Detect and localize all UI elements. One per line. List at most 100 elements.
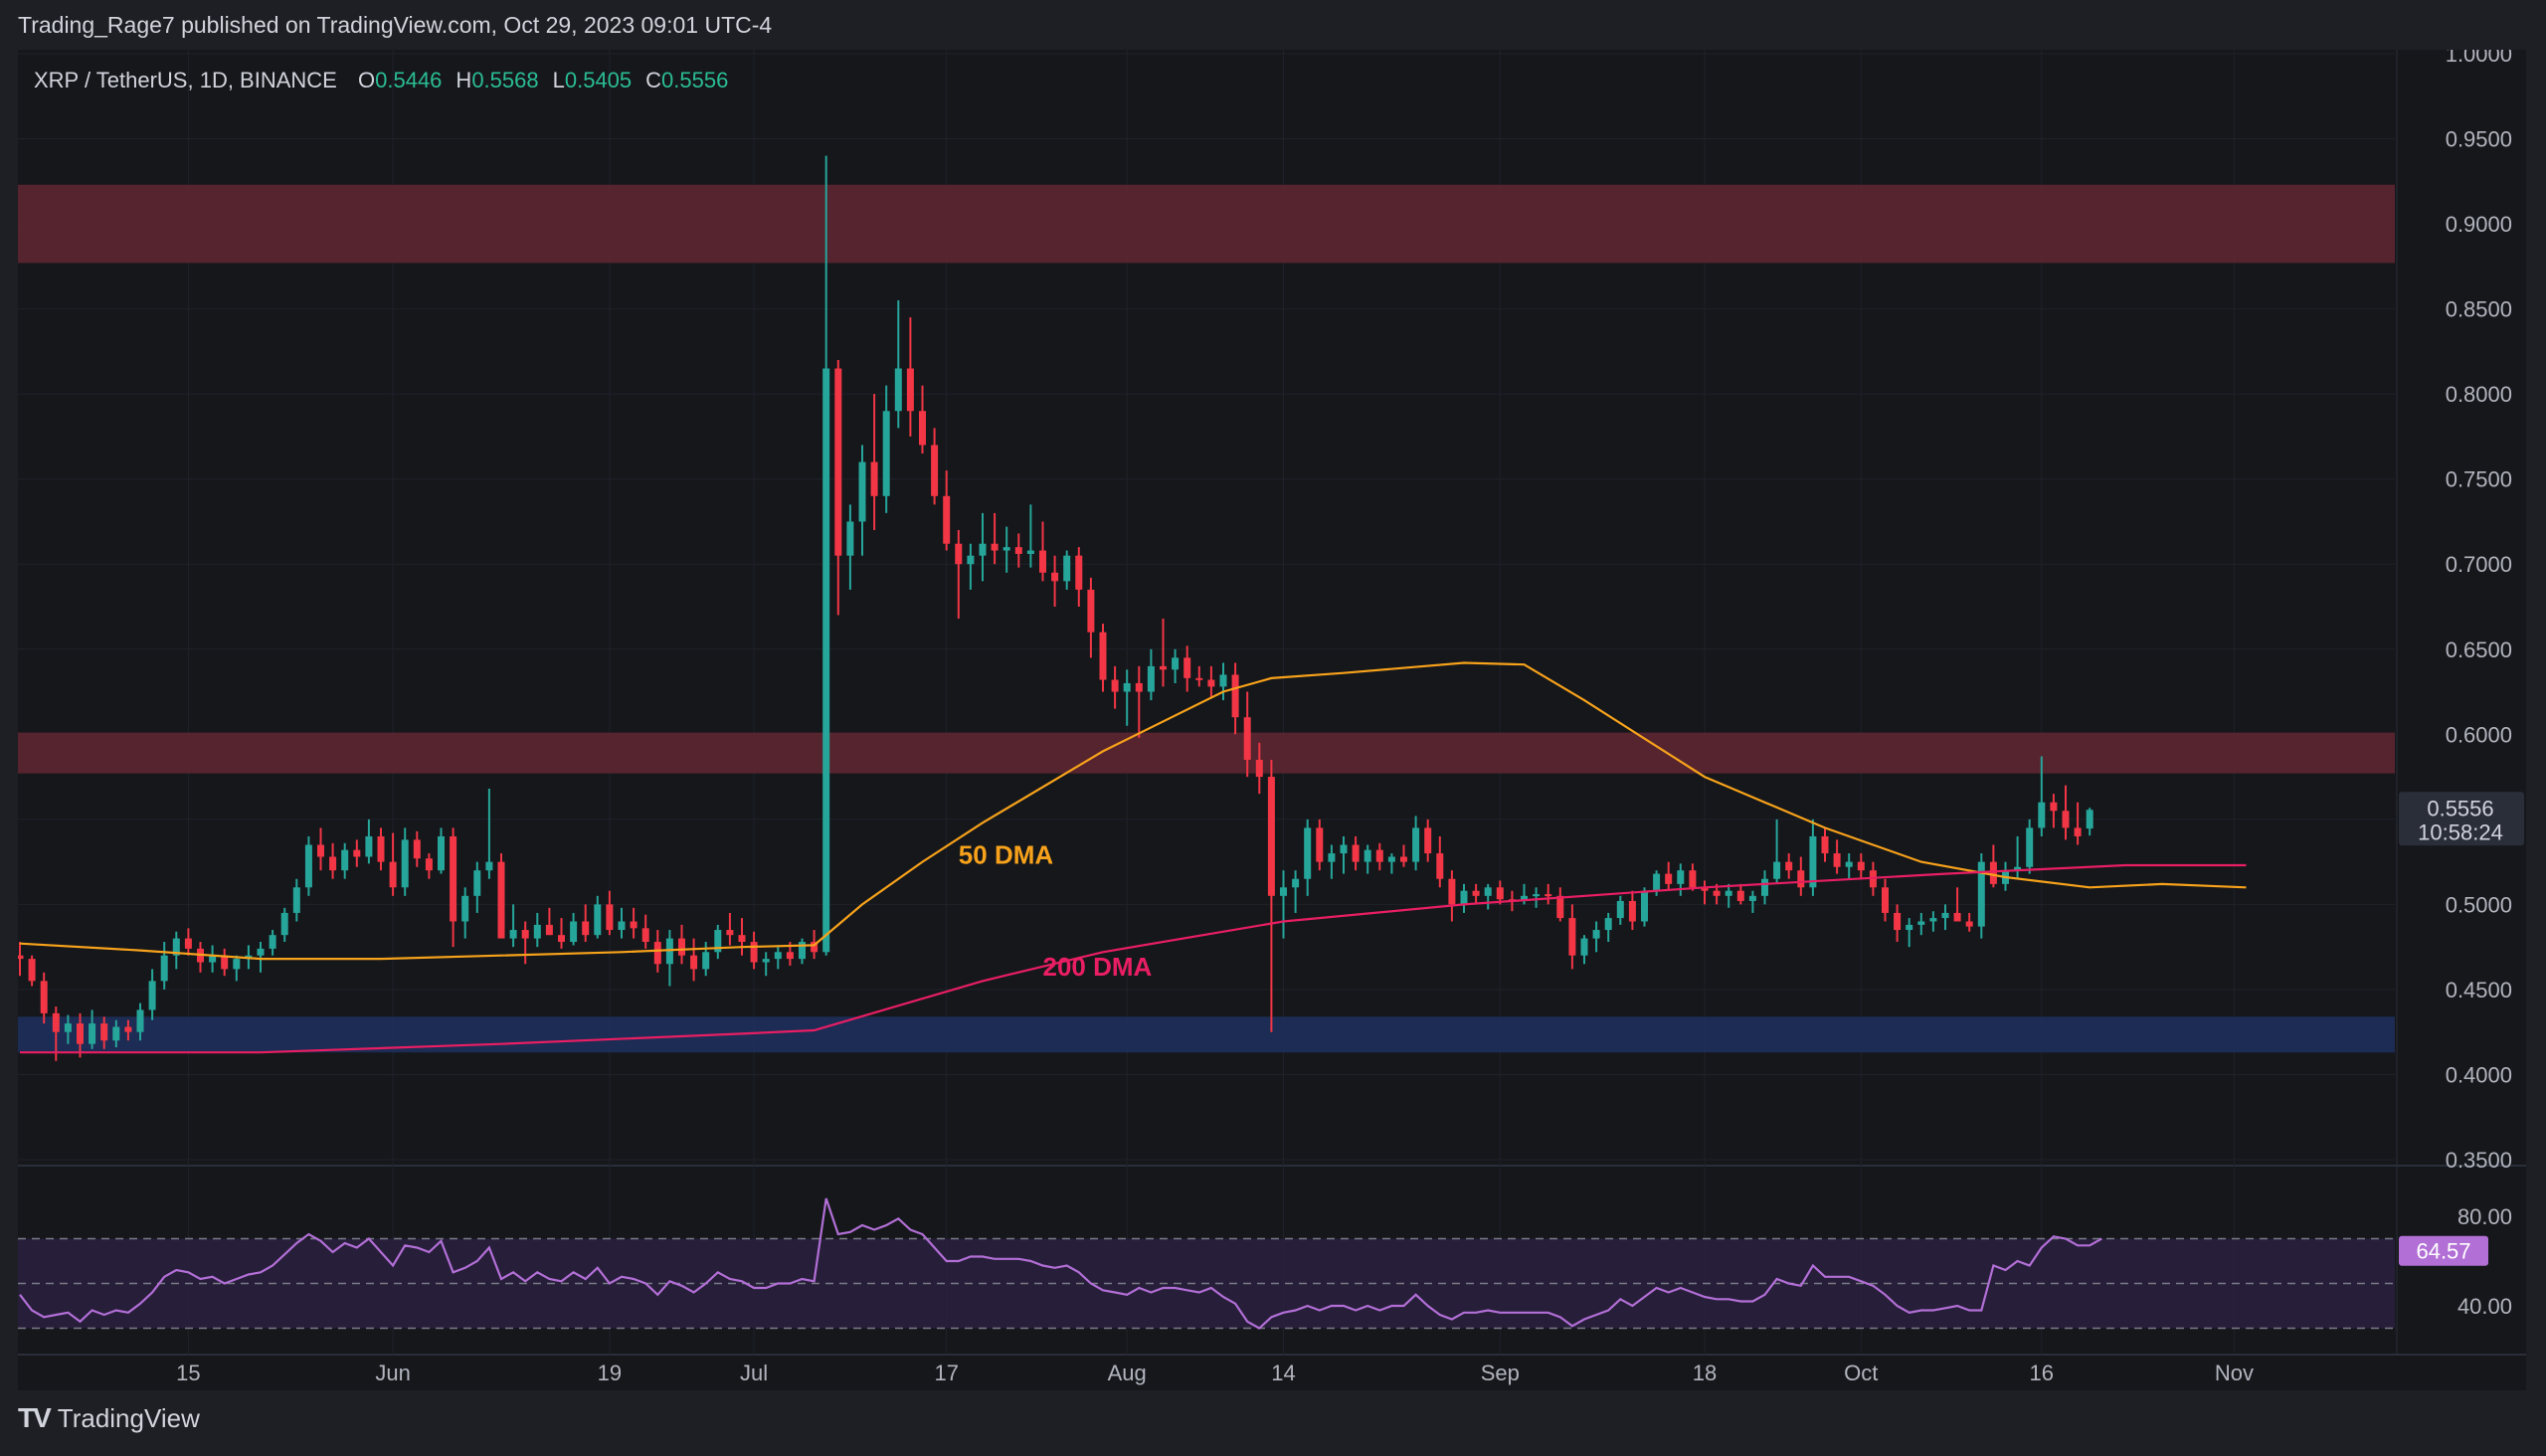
candle <box>1147 648 1155 701</box>
candle-body <box>1689 870 1697 888</box>
candle-body <box>304 844 312 888</box>
candle <box>1533 887 1541 908</box>
candle-body <box>1400 856 1407 862</box>
candle <box>955 530 963 619</box>
annotations: 50 DMA 200 DMA <box>959 839 1153 982</box>
price-tick-label: 0.3500 <box>2446 1148 2512 1173</box>
candle-body <box>1665 873 1673 884</box>
candle-body <box>292 887 300 913</box>
candle-body <box>341 849 349 871</box>
candle <box>136 1002 144 1041</box>
candle <box>1965 912 1973 932</box>
candle <box>1929 911 1937 932</box>
candle <box>473 861 481 913</box>
candle-body <box>450 835 457 922</box>
candle-body <box>894 368 902 412</box>
candle <box>450 827 457 948</box>
candle <box>485 789 493 879</box>
close-value: 0.5556 <box>661 68 728 92</box>
ohlc-legend: XRP / TetherUS, 1D, BINANCE O0.5446 H0.55… <box>34 68 728 92</box>
time-tick-label: Jun <box>375 1361 410 1385</box>
candle <box>594 895 602 939</box>
candle-body <box>1484 887 1492 896</box>
candle <box>1243 691 1251 778</box>
candle <box>172 931 180 970</box>
price-tick-label: 1.0000 <box>2446 50 2512 67</box>
candle <box>1002 526 1010 573</box>
candle <box>1785 853 1793 879</box>
candle-body <box>389 861 397 888</box>
candle <box>606 890 614 936</box>
ma200-line <box>20 863 2247 1054</box>
candle-body <box>1231 674 1239 718</box>
candle <box>64 1014 72 1044</box>
candle-body <box>1821 835 1829 854</box>
candle <box>389 832 397 896</box>
candle <box>221 948 229 977</box>
candle-body <box>558 935 565 943</box>
candle <box>280 907 288 943</box>
candle <box>1195 665 1203 687</box>
candle-body <box>1472 890 1480 896</box>
candle <box>1387 853 1395 874</box>
candle <box>1833 839 1841 874</box>
candle <box>943 470 951 551</box>
candle <box>822 155 830 956</box>
candle-body <box>1375 849 1383 862</box>
candle-body <box>269 935 276 949</box>
candle-body <box>1748 895 1756 901</box>
high-label: H <box>455 68 471 92</box>
candle-body <box>1882 887 1889 913</box>
tradingview-logo-icon: TV <box>18 1402 52 1433</box>
candle-body <box>533 924 541 939</box>
candle <box>991 512 999 565</box>
chart-background <box>18 50 2526 1390</box>
candle <box>1736 883 1744 905</box>
candle-body <box>1604 918 1612 931</box>
candle <box>209 945 217 973</box>
candle <box>1123 669 1131 726</box>
candle <box>425 853 433 879</box>
candle-body <box>365 835 373 857</box>
price-chart[interactable]: 50 DMA 200 DMA 1.0000 0.9500 0.9000 0.8500 0.… <box>16 42 2526 1390</box>
candle <box>641 914 649 949</box>
candle <box>1207 665 1215 697</box>
candle <box>1628 890 1636 931</box>
candle <box>1616 895 1624 925</box>
candle-body <box>955 543 963 565</box>
candle-body <box>1628 900 1636 922</box>
candle-body <box>714 930 722 953</box>
candle-body <box>257 948 265 956</box>
candle <box>618 907 626 939</box>
tradingview-branding[interactable]: TV TradingView <box>18 1402 200 1434</box>
candle-body <box>77 1023 84 1044</box>
candle-body <box>1160 665 1167 670</box>
candle <box>558 918 565 949</box>
candle-body <box>2074 827 2082 836</box>
candle <box>77 1012 84 1058</box>
candle <box>799 938 806 965</box>
candle-body <box>979 543 987 556</box>
candle <box>882 385 890 513</box>
candle-body <box>329 856 337 871</box>
candle <box>1280 870 1287 939</box>
candle <box>2074 802 2082 845</box>
candle <box>16 942 24 977</box>
candle-body <box>160 955 168 982</box>
candle-body <box>1075 555 1083 590</box>
candle <box>2062 785 2070 840</box>
candle <box>2014 835 2022 879</box>
candle-body <box>40 981 48 1013</box>
high-value: 0.5568 <box>471 68 538 92</box>
candle-body <box>1521 895 1528 901</box>
candle-body <box>1424 827 1432 854</box>
candle-body <box>665 938 673 965</box>
candle-body <box>919 411 926 446</box>
candle <box>233 955 241 982</box>
candle <box>1267 759 1275 1032</box>
candle-body <box>1364 849 1371 862</box>
candle <box>413 830 421 867</box>
candle-body <box>1641 890 1648 922</box>
time-tick-label: Aug <box>1108 1361 1147 1385</box>
symbol-label: XRP / TetherUS, 1D, BINANCE <box>34 68 337 92</box>
